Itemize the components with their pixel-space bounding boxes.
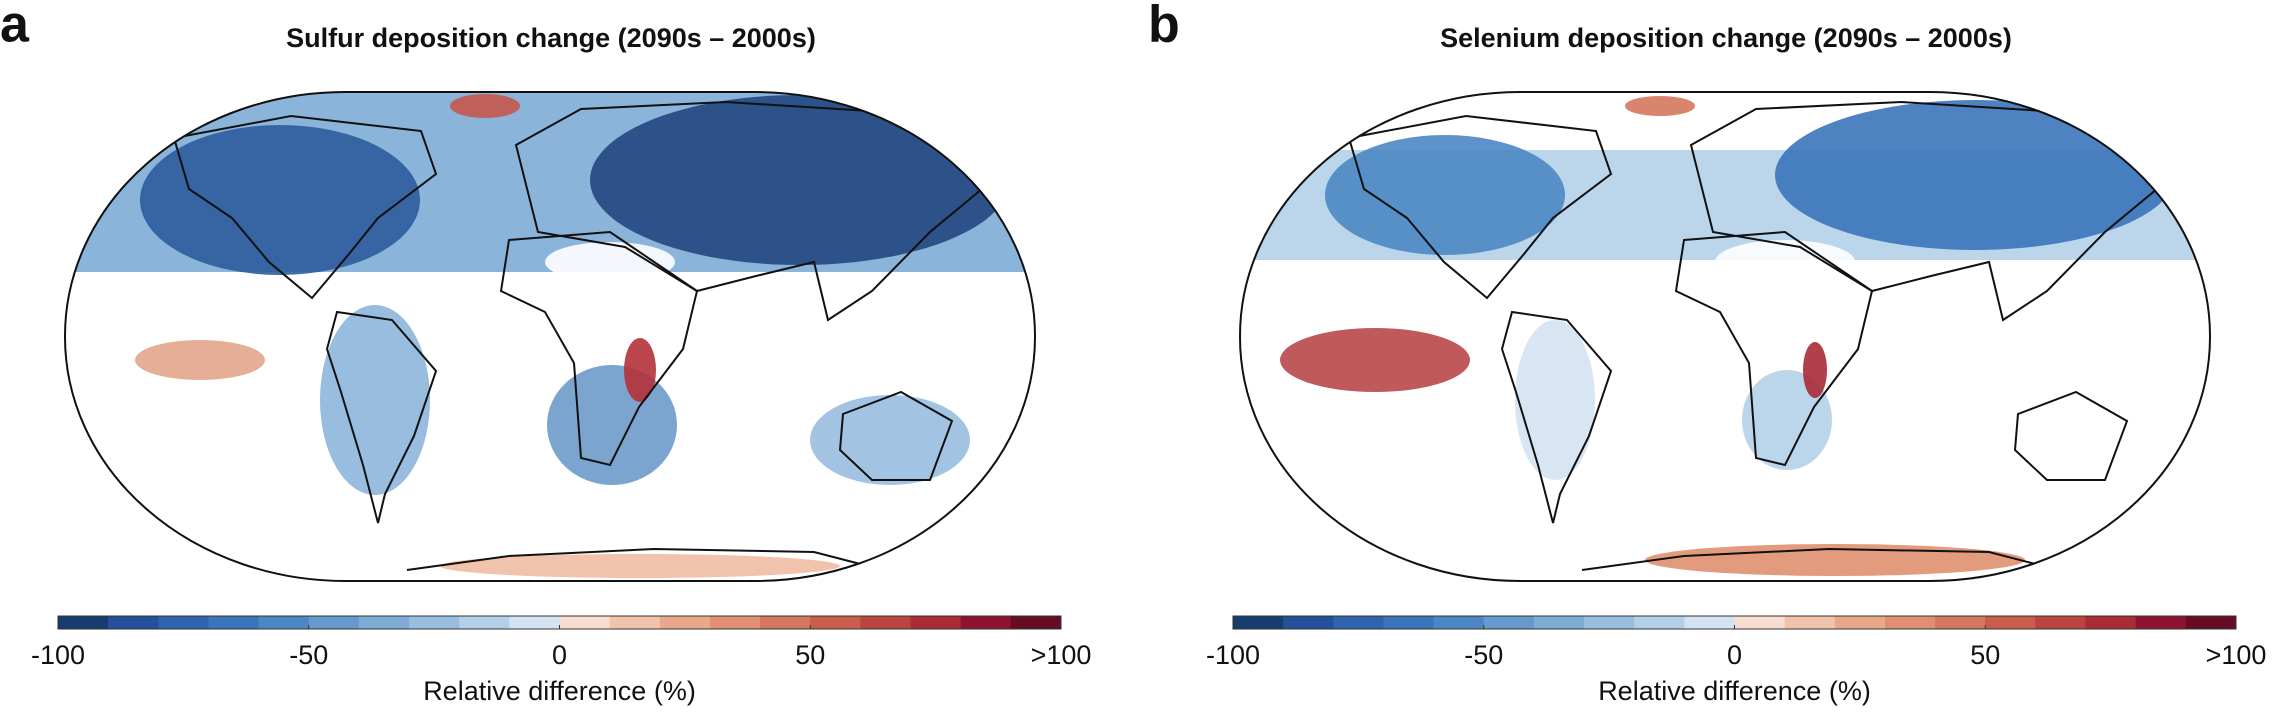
colorbar-tick-label: -100 <box>1206 640 1260 670</box>
field-patch <box>545 242 675 282</box>
coastline <box>1581 547 2048 571</box>
coastline <box>172 114 438 300</box>
colorbar-bin <box>1834 616 1886 629</box>
colorbar-label: Relative difference (%) <box>1598 676 1871 706</box>
colorbar-bin <box>1935 616 1986 629</box>
colorbar-bin <box>1884 616 1936 629</box>
colorbar-bin <box>1684 616 1735 629</box>
colorbar-tick-label: 50 <box>795 640 825 670</box>
colorbar-bin <box>258 616 310 629</box>
colorbar-bin <box>960 616 1012 629</box>
colorbar-tick-label: 50 <box>1970 640 2000 670</box>
colorbar-bin <box>2135 616 2187 629</box>
colorbar-bin <box>559 616 611 629</box>
colorbar-bin <box>58 616 109 629</box>
colorbar-bin <box>358 616 410 629</box>
map <box>1240 92 2210 581</box>
field-patch <box>1803 342 1827 398</box>
coastline <box>499 230 699 467</box>
field-patch <box>810 395 970 485</box>
coastline <box>1347 114 1613 300</box>
coastline <box>325 310 438 524</box>
colorbar-bin <box>2035 616 2087 629</box>
colorbar-bin <box>1734 616 1786 629</box>
field-patch <box>1280 328 1470 392</box>
colorbar-bin <box>108 616 159 629</box>
colorbar-bin <box>2085 616 2137 629</box>
colorbar-tick-label: >100 <box>1031 640 1092 670</box>
colorbar-bin <box>409 616 460 629</box>
field-patch <box>1715 240 1855 284</box>
map-border <box>64 91 1036 582</box>
panel: a Sulfur deposition change (2090s – 2000s… <box>0 0 1091 706</box>
colorbar-bin <box>1233 616 1284 629</box>
field-patch <box>1742 370 1832 470</box>
colorbar-label: Relative difference (%) <box>423 676 696 706</box>
coastline <box>1674 230 1874 467</box>
colorbar-bin <box>659 616 711 629</box>
coastline <box>1689 100 2194 322</box>
colorbar-bin <box>459 616 510 629</box>
coastline <box>514 100 1019 322</box>
colorbar-bin <box>1634 616 1685 629</box>
field-patch <box>450 94 520 118</box>
colorbar-bin <box>208 616 260 629</box>
colorbar-bin <box>810 616 861 629</box>
colorbar-bin <box>1383 616 1435 629</box>
field-patch <box>1515 320 1595 480</box>
colorbar-tick-label: 0 <box>552 640 567 670</box>
colorbar-bin <box>609 616 661 629</box>
colorbar-bin <box>1533 616 1585 629</box>
colorbar-bin <box>1333 616 1384 629</box>
colorbar-bin <box>760 616 811 629</box>
colorbar-bin <box>158 616 209 629</box>
field-patch <box>624 338 656 402</box>
colorbar-bin <box>308 616 360 629</box>
map-border <box>1239 91 2211 582</box>
coastline <box>1500 310 1613 524</box>
colorbar-bin <box>1985 616 2036 629</box>
colorbar-tick-label: >100 <box>2206 640 2267 670</box>
colorbar-tick-label: -100 <box>31 640 85 670</box>
field-patch <box>320 305 430 495</box>
panel-label: a <box>0 0 30 54</box>
map <box>65 92 1035 581</box>
colorbar-bin <box>709 616 761 629</box>
panel-label: b <box>1148 0 1180 54</box>
colorbar-bin <box>860 616 912 629</box>
coastline <box>2013 390 2129 481</box>
field-patch <box>140 125 420 275</box>
colorbar-bin <box>509 616 560 629</box>
field-patch <box>1775 100 2175 250</box>
colorbar-bin <box>1483 616 1535 629</box>
colorbar-bin <box>2185 616 2237 629</box>
colorbar-tick-label: 0 <box>1727 640 1742 670</box>
colorbar-bin <box>1433 616 1485 629</box>
colorbar-bin <box>1584 616 1635 629</box>
field-patch <box>1645 544 2025 576</box>
coastline <box>406 547 873 571</box>
coastline <box>838 390 954 481</box>
panel-title: Sulfur deposition change (2090s – 2000s) <box>286 23 816 53</box>
field-patch <box>1625 96 1695 116</box>
panel-title: Selenium deposition change (2090s – 2000… <box>1440 23 2012 53</box>
field-patch <box>1325 135 1565 255</box>
colorbar-bin <box>1283 616 1334 629</box>
colorbar-bin <box>1010 616 1062 629</box>
colorbar-tick-label: -50 <box>1464 640 1503 670</box>
colorbar-tick-label: -50 <box>289 640 328 670</box>
field-patch <box>440 554 840 578</box>
colorbar-bin <box>1784 616 1836 629</box>
panel: b Selenium deposition change (2090s – 200… <box>1148 0 2266 706</box>
colorbar-bin <box>910 616 962 629</box>
field-patch <box>590 95 1010 265</box>
field-patch <box>135 340 265 380</box>
